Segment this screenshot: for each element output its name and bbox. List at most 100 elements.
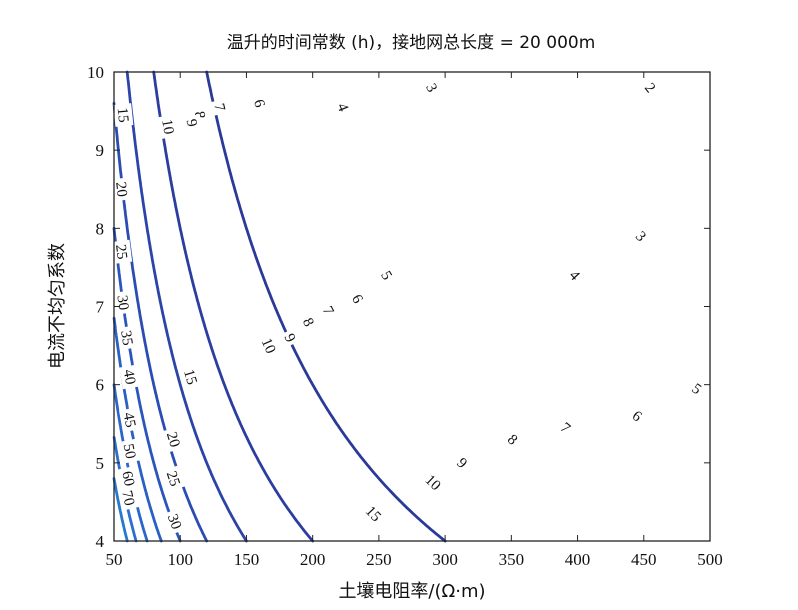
contour-label-30-1: 30 [112,290,134,315]
contour-label-text: 10 [158,118,176,135]
contour-label-7-2: 7 [317,300,340,321]
contour-label-bg [117,485,140,511]
contour-label-bg [162,508,188,535]
contour-label-text: 25 [112,244,130,261]
contour-label-bg [112,290,134,315]
contour-label-8-2: 8 [297,311,320,333]
contour-label-text: 20 [163,430,183,449]
contour-label-bg [554,416,577,440]
contour-label-6-3: 6 [626,404,649,428]
contour-label-30-2: 30 [162,508,188,535]
contour-label-bg [161,465,186,492]
contour-label-10-2: 10 [256,331,282,360]
contour-line-2 [205,70,447,543]
contour-line-10 [112,477,129,543]
x-tick-label: 250 [366,550,392,569]
contour-label-70-1: 70 [117,485,140,511]
contour-label-bg [629,224,653,248]
y-tick-label: 10 [87,63,104,82]
plot-background [114,72,710,541]
contour-label-text: 40 [120,368,138,386]
y-tick-label: 9 [96,141,105,160]
contour-label-bg [626,404,649,428]
contour-label-bg [346,288,369,310]
x-tick-label: 500 [697,550,723,569]
contour-label-bg [501,428,524,451]
contour-label-bg [113,103,134,127]
contour-label-text: 9 [183,118,200,128]
chart-title: 温升的时间常数 (h)，接地网总长度 = 20 000m [227,33,596,53]
contour-label-bg [119,364,141,390]
contour-label-bg [279,327,302,348]
contour-label-25-2: 25 [161,465,186,492]
contour-label-bg [685,377,708,400]
contour-label-bg [119,407,141,433]
contour-label-text: 45 [120,411,139,429]
contour-label-20-2: 20 [161,426,186,453]
contour-label-bg [118,438,141,464]
contour-label-15-3: 15 [359,499,388,528]
contour-label-20-1: 20 [111,177,133,202]
contour-label-bg [419,468,448,497]
contour-label-50-1: 50 [118,438,141,464]
contour-label-text: 30 [164,512,184,532]
x-tick-label: 400 [565,550,591,569]
contour-label-bg [161,426,186,453]
contour-labels: 2334455666777888999101010151515202025253… [111,76,708,535]
x-tick-label: 50 [106,550,123,569]
contour-label-bg [249,94,271,113]
contour-label-bg [111,239,133,264]
x-tick-label: 450 [631,550,657,569]
contour-label-text: 7 [210,102,227,113]
contour-label-bg [256,331,282,360]
contour-line-3 [152,70,315,543]
y-axis-title: 电流不均匀系数 [47,243,68,369]
contour-label-15-2: 15 [179,363,203,391]
contour-label-3-1: 3 [420,77,444,98]
contour-label-bg [638,76,662,99]
contour-label-6-1: 6 [249,94,271,113]
contour-label-45-1: 45 [119,407,141,433]
x-tick-label: 350 [499,550,525,569]
contour-label-15-1: 15 [113,103,134,127]
contour-label-text: 60 [118,470,137,488]
contour-label-text: 50 [120,442,139,460]
contour-label-bg [359,499,388,528]
y-tick-label: 5 [96,454,105,473]
contour-label-text: 15 [114,107,131,124]
contour-label-bg [375,264,399,286]
x-axis: 50 100 150 200 250 300 350 400 450 500 [106,72,723,569]
contour-label-bg [209,98,231,117]
y-tick-label: 7 [96,298,105,317]
contour-label-9-1: 9 [181,114,203,132]
x-tick-label: 300 [432,550,458,569]
x-tick-label: 150 [234,550,260,569]
contour-label-40-1: 40 [119,364,141,390]
contour-label-6-2: 6 [346,288,369,310]
contour-label-8-3: 8 [501,428,524,451]
contour-label-35-1: 35 [116,325,138,351]
contour-label-10-3: 10 [419,468,448,497]
contour-label-bg [563,263,587,287]
contour-label-bg [117,465,140,492]
contour-label-text: 10 [258,336,279,356]
plot-area: 2334455666777888999101010151515202025253… [111,70,711,543]
contour-label-bg [332,97,355,118]
contour-label-bg [179,363,203,391]
contour-label-bg [297,311,320,333]
contour-label-7-1: 7 [209,98,231,117]
contour-label-bg [317,300,340,321]
contour-label-bg [157,114,179,140]
contour-label-text: 70 [118,489,137,507]
contour-label-bg [451,451,474,475]
x-axis-title: 土壤电阻率/(Ω·m) [338,581,485,602]
contour-label-5-2: 5 [685,377,708,400]
contour-label-text: 30 [113,294,131,311]
y-tick-label: 6 [96,376,105,395]
contour-label-5-1: 5 [375,264,399,286]
contour-label-bg [116,325,138,351]
contour-label-2-1: 2 [638,76,662,99]
y-tick-label: 4 [96,532,105,551]
